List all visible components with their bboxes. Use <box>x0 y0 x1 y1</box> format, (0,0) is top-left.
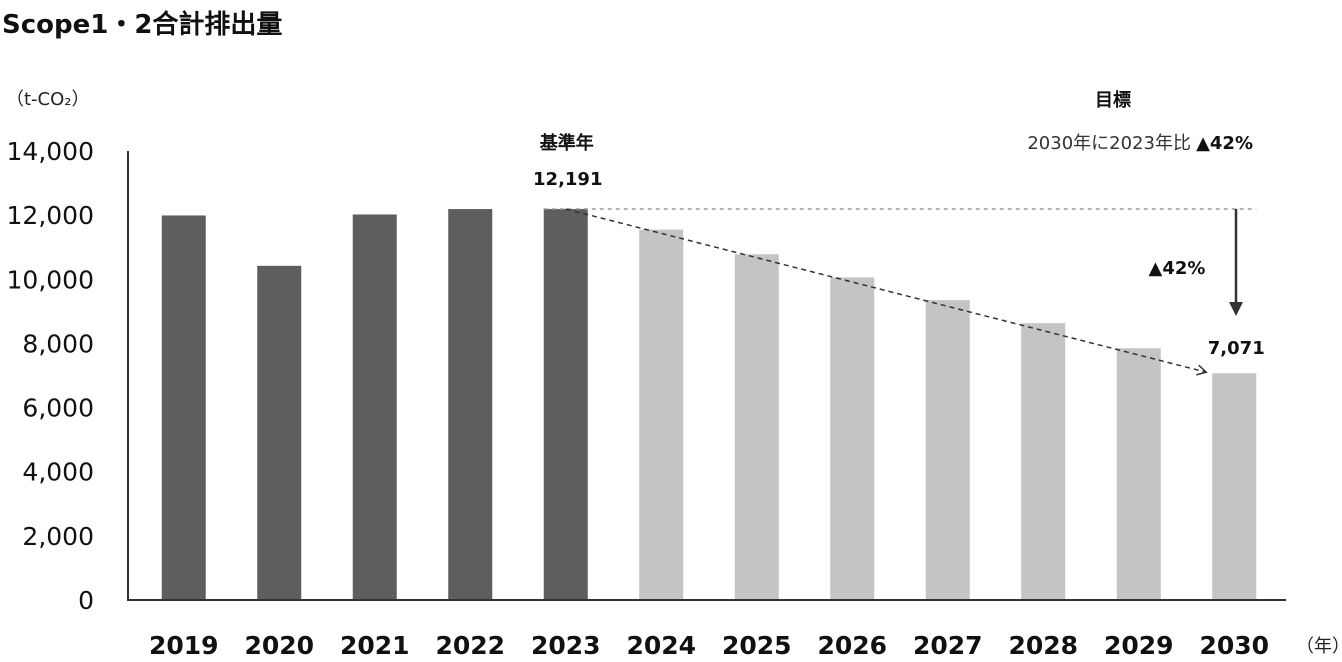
y-tick-label: 8,000 <box>22 329 94 358</box>
base-year-label: 基準年 <box>539 132 594 154</box>
target-heading: 目標 <box>1095 89 1131 111</box>
bar-2024 <box>639 229 684 600</box>
target-description-pct: ▲42% <box>1196 133 1253 154</box>
bar-2023 <box>543 209 588 600</box>
base-year-value: 12,191 <box>533 169 602 190</box>
target-value: 7,071 <box>1208 338 1265 359</box>
x-tick-label: 2019 <box>149 631 219 660</box>
chart-title: Scope1・2合計排出量 <box>2 10 283 40</box>
reduction-down-arrow <box>1229 209 1243 316</box>
x-tick-label: 2020 <box>244 631 314 660</box>
x-axis-unit: （年） <box>1296 636 1342 657</box>
y-tick-label: 12,000 <box>7 201 94 230</box>
bar-2025 <box>734 254 779 600</box>
y-tick-label: 4,000 <box>22 458 94 487</box>
bar-2019 <box>161 215 206 601</box>
x-tick-label: 2028 <box>1008 631 1078 660</box>
bar-2028 <box>1021 323 1066 600</box>
bar-2030 <box>1212 373 1257 600</box>
x-tick-label: 2022 <box>435 631 505 660</box>
target-description: 2030年に2023年比 ▲42% <box>1027 133 1253 154</box>
y-tick-label: 10,000 <box>7 265 94 294</box>
bar-2020 <box>257 265 302 600</box>
bar-2022 <box>448 209 493 600</box>
y-tick-label: 6,000 <box>22 394 94 423</box>
reduction-label: ▲42% <box>1149 258 1206 279</box>
x-tick-label: 2029 <box>1104 631 1174 660</box>
x-tick-label: 2027 <box>913 631 983 660</box>
x-tick-label: 2024 <box>626 631 696 660</box>
y-axis-unit: （t-CO₂） <box>6 89 90 110</box>
y-tick-label: 14,000 <box>7 137 94 166</box>
y-tick-label: 0 <box>78 586 94 615</box>
x-tick-label: 2030 <box>1199 631 1269 660</box>
x-tick-label: 2025 <box>722 631 792 660</box>
bar-2021 <box>352 214 397 600</box>
bar-2027 <box>925 300 970 600</box>
x-tick-label: 2023 <box>531 631 601 660</box>
x-tick-label: 2026 <box>817 631 887 660</box>
bar-2026 <box>830 277 875 600</box>
reduction-trend-arrow <box>565 208 1208 376</box>
target-description-text: 2030年に2023年比 <box>1027 133 1191 154</box>
y-tick-label: 2,000 <box>22 522 94 551</box>
x-tick-label: 2021 <box>340 631 410 660</box>
bar-2029 <box>1116 348 1161 600</box>
